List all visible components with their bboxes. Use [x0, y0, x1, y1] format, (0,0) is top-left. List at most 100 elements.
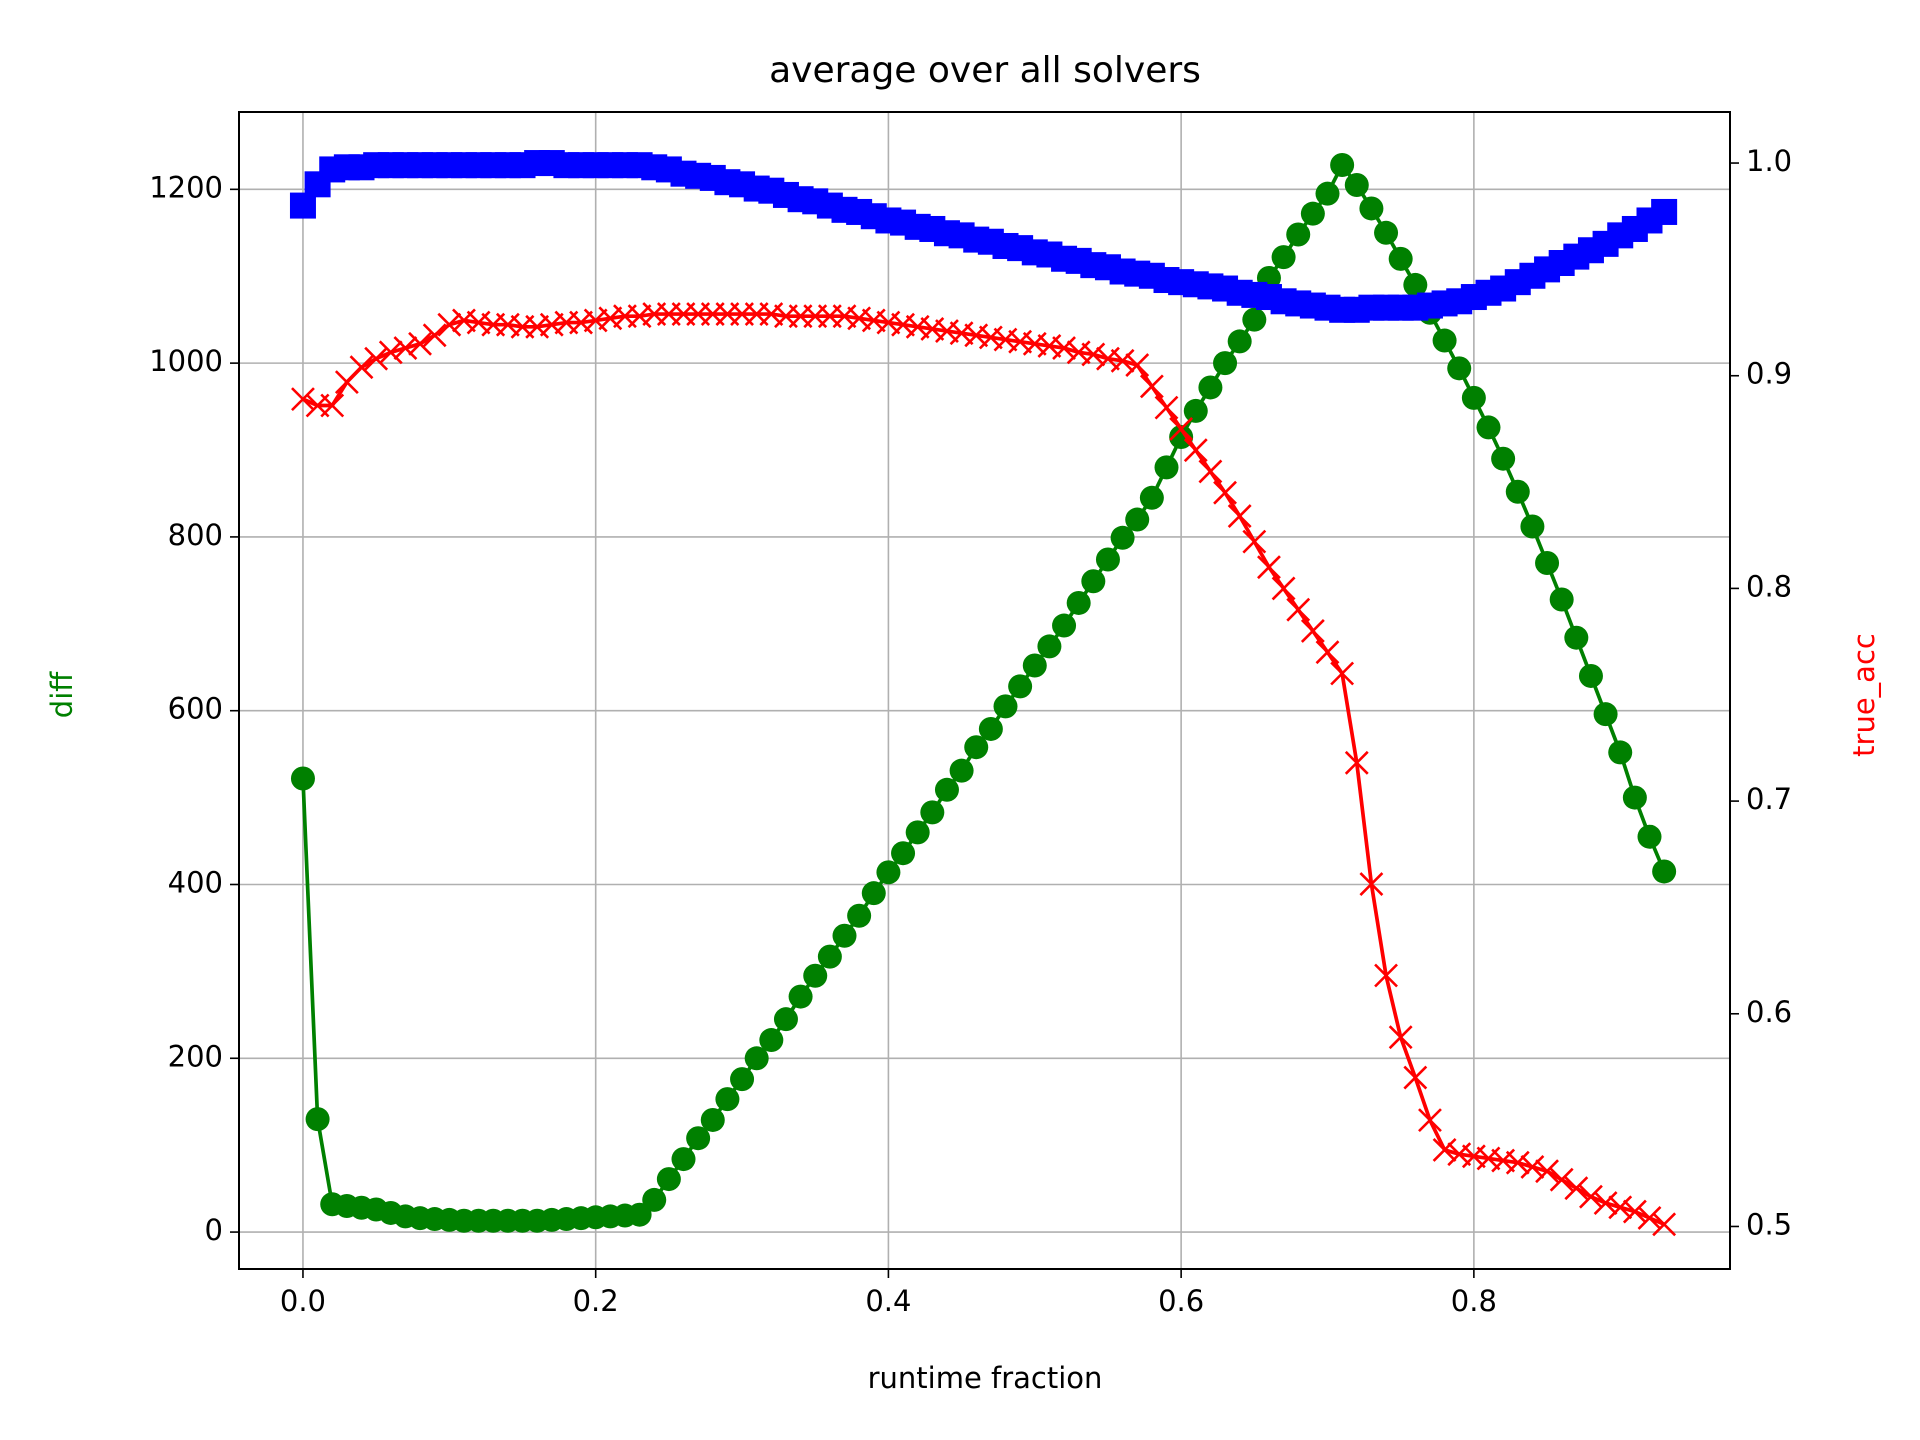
- point-marker: [1505, 1150, 1530, 1175]
- point-marker: [452, 308, 476, 333]
- point-marker: [1125, 507, 1150, 532]
- chart-title: average over all solvers: [769, 50, 1201, 91]
- y-tick-label: 400: [168, 865, 223, 899]
- point-marker: [408, 331, 432, 356]
- point-marker: [964, 323, 989, 348]
- point-marker: [861, 308, 886, 333]
- point-marker: [1608, 1195, 1633, 1220]
- point-marker: [847, 306, 872, 331]
- point-marker: [1549, 1167, 1574, 1192]
- point-marker: [393, 336, 418, 360]
- point-marker: [744, 1046, 769, 1071]
- y-tick-label: 1200: [149, 170, 223, 204]
- point-marker: [861, 881, 886, 906]
- point-marker: [715, 1087, 740, 1112]
- point-marker: [642, 1187, 667, 1212]
- point-marker: [1374, 220, 1399, 245]
- point-marker: [891, 312, 915, 337]
- point-marker: [993, 694, 1018, 719]
- point-marker: [1125, 353, 1150, 378]
- point-marker: [1491, 446, 1516, 471]
- point-marker: [1359, 196, 1384, 221]
- point-marker: [934, 777, 959, 802]
- point-marker: [1403, 1065, 1428, 1090]
- point-marker: [1242, 529, 1267, 554]
- point-marker: [1227, 329, 1252, 354]
- y2-tick-label: 0.8: [1746, 569, 1792, 603]
- point-marker: [700, 1107, 725, 1132]
- point-marker: [364, 346, 389, 371]
- point-marker: [1403, 272, 1428, 297]
- point-marker: [1491, 1148, 1516, 1173]
- point-marker: [1388, 1025, 1413, 1050]
- point-marker: [730, 1067, 755, 1092]
- point-marker: [1447, 356, 1472, 381]
- point-marker: [905, 314, 930, 339]
- point-marker: [876, 310, 901, 335]
- point-marker: [1052, 613, 1077, 638]
- point-marker: [1535, 1159, 1559, 1184]
- y2-tick-label: 1.0: [1746, 144, 1792, 178]
- point-marker: [1081, 342, 1106, 367]
- point-marker: [495, 312, 520, 337]
- point-marker: [1622, 1199, 1647, 1224]
- point-marker: [1315, 640, 1340, 665]
- y-axis-label: diff: [45, 671, 79, 718]
- point-marker: [1315, 181, 1340, 206]
- point-marker: [671, 1147, 696, 1172]
- point-marker: [1154, 455, 1179, 480]
- point-marker: [978, 325, 1003, 350]
- point-marker: [378, 340, 403, 365]
- point-marker: [1081, 569, 1106, 594]
- point-marker: [320, 393, 345, 418]
- point-marker: [1622, 785, 1647, 810]
- point-marker: [569, 310, 593, 335]
- y2-tick-label: 0.6: [1746, 995, 1792, 1029]
- point-marker: [1447, 1142, 1472, 1167]
- point-marker: [1300, 201, 1325, 226]
- point-marker: [964, 735, 989, 760]
- y-tick-label: 800: [168, 518, 223, 552]
- point-marker: [1652, 859, 1677, 884]
- x-axis-label: runtime fraction: [868, 1361, 1103, 1395]
- point-marker: [1052, 336, 1076, 360]
- point-marker: [832, 304, 857, 329]
- point-marker: [1022, 653, 1047, 678]
- point-marker: [1520, 514, 1545, 539]
- point-marker: [525, 314, 550, 339]
- point-marker: [1564, 1176, 1589, 1201]
- point-marker: [978, 716, 1003, 741]
- point-marker: [949, 758, 974, 783]
- y2-tick-label: 0.5: [1746, 1207, 1792, 1241]
- point-marker: [1110, 348, 1135, 373]
- point-marker: [1637, 824, 1662, 849]
- point-marker: [1242, 307, 1267, 332]
- point-marker: [291, 387, 315, 412]
- plot-area: [289, 150, 1678, 1237]
- point-marker: [1227, 504, 1252, 529]
- point-marker: [1300, 619, 1325, 643]
- point-marker: [1066, 340, 1091, 365]
- point-marker: [1549, 587, 1574, 612]
- point-marker: [1198, 459, 1223, 484]
- point-marker: [788, 984, 813, 1009]
- point-marker: [1110, 525, 1135, 550]
- point-marker: [1271, 576, 1296, 601]
- point-marker: [803, 963, 828, 988]
- point-marker: [847, 903, 872, 928]
- point-marker: [1535, 550, 1560, 575]
- point-marker: [1154, 395, 1179, 420]
- point-marker: [1461, 1144, 1486, 1169]
- point-marker: [759, 1028, 784, 1053]
- point-marker: [1637, 1206, 1662, 1230]
- point-marker: [1579, 1184, 1603, 1209]
- point-marker: [1359, 872, 1384, 896]
- point-marker: [1651, 198, 1678, 225]
- y-tick-label: 600: [168, 692, 223, 726]
- point-marker: [1139, 374, 1164, 399]
- point-marker: [1008, 329, 1033, 354]
- point-marker: [1593, 702, 1618, 727]
- point-marker: [1183, 438, 1208, 463]
